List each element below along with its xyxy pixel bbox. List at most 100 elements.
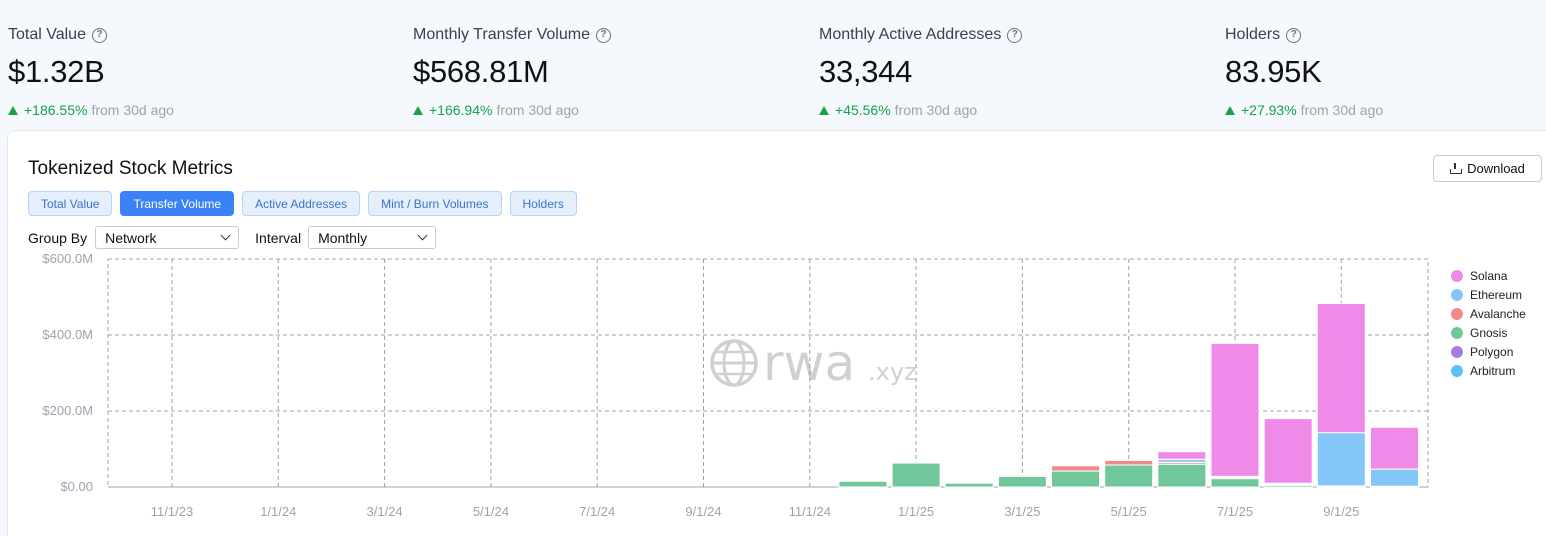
x-tick-label: 1/1/25	[898, 504, 934, 519]
x-tick-label: 5/1/25	[1111, 504, 1147, 519]
x-tick-label: 3/1/24	[367, 504, 403, 519]
bar-segment-gnosis[interactable]	[838, 480, 888, 488]
help-icon[interactable]: ?	[91, 27, 107, 43]
bar-segment-solana[interactable]	[1369, 426, 1419, 470]
stat-change: +186.55% from 30d ago	[8, 102, 388, 118]
stat-value: 33,344	[819, 54, 913, 89]
card-title: Tokenized Stock Metrics	[28, 158, 233, 179]
interval-value: Monthly	[318, 229, 368, 246]
stats-row: Total Value? $1.32B +186.55% from 30d ago…	[0, 0, 1546, 128]
x-tick-label: 11/1/23	[151, 504, 193, 519]
tab-active-addresses[interactable]: Active Addresses	[242, 191, 361, 216]
help-icon[interactable]: ?	[1286, 27, 1302, 43]
tab-mint-burn-volumes[interactable]: Mint / Burn Volumes	[368, 191, 502, 216]
chart-filters: Group By Network Interval Monthly	[28, 226, 437, 249]
watermark-sub: .xyz	[868, 358, 917, 386]
group-by-value: Network	[105, 229, 157, 246]
legend-label: Gnosis	[1470, 325, 1508, 340]
stat-change-percent: +27.93%	[1241, 102, 1297, 118]
legend-label: Arbitrum	[1470, 363, 1516, 378]
bar-segment-solana[interactable]	[1316, 302, 1366, 434]
arrow-up-icon	[1225, 105, 1235, 115]
help-icon[interactable]: ?	[595, 27, 611, 43]
bar-segment-gnosis[interactable]	[1104, 464, 1154, 488]
bar-segment-solana[interactable]	[1210, 342, 1260, 477]
arrow-up-icon	[8, 105, 18, 115]
bar-segment-avalanche[interactable]	[1051, 465, 1101, 472]
download-icon	[1450, 163, 1463, 174]
x-tick-label: 9/1/25	[1323, 504, 1359, 519]
legend-label: Avalanche	[1470, 306, 1526, 321]
legend-item[interactable]: Polygon	[1451, 342, 1526, 361]
stat-change: +166.94% from 30d ago	[413, 102, 793, 118]
bar-segment-gnosis[interactable]	[944, 482, 994, 488]
stat-change-percent: +45.56%	[835, 102, 891, 118]
legend-swatch	[1451, 307, 1463, 320]
stat-change: +27.93% from 30d ago	[1225, 102, 1546, 118]
legend-item[interactable]: Solana	[1451, 266, 1526, 285]
stat-value: $568.81M	[413, 54, 549, 89]
x-tick-label: 5/1/24	[473, 504, 509, 519]
stat-label: Holders	[1225, 26, 1281, 43]
y-tick-label: $200.0M	[42, 403, 93, 418]
tab-transfer-volume[interactable]: Transfer Volume	[120, 191, 235, 216]
y-tick-label: $600.0M	[42, 251, 93, 266]
stat-change-suffix: from 30d ago	[1300, 102, 1384, 118]
legend-swatch	[1451, 345, 1463, 358]
legend-item[interactable]: Avalanche	[1451, 304, 1526, 323]
x-tick-label: 7/1/25	[1217, 504, 1253, 519]
chart-grid	[107, 258, 1429, 488]
download-button[interactable]: Download	[1433, 155, 1542, 182]
x-tick-label: 1/1/24	[260, 504, 296, 519]
bar-segment-gnosis[interactable]	[1157, 463, 1207, 488]
legend-label: Ethereum	[1470, 287, 1523, 302]
watermark-main: rwa	[763, 334, 855, 392]
legend-item[interactable]: Arbitrum	[1451, 361, 1526, 380]
x-tick-label: 7/1/24	[579, 504, 615, 519]
metric-tabs: Total Value Transfer Volume Active Addre…	[28, 191, 577, 216]
stat-change-percent: +186.55%	[24, 102, 88, 118]
watermark: rwa .xyz	[710, 334, 917, 392]
stat-monthly-active-addresses: Monthly Active Addresses? 33,344 +45.56%…	[819, 24, 1199, 118]
x-tick-label: 11/1/24	[789, 504, 831, 519]
x-tick-label: 9/1/24	[685, 504, 721, 519]
bar-segment-solana[interactable]	[1157, 451, 1207, 460]
bar-segment-gnosis[interactable]	[1051, 470, 1101, 488]
y-axis: $0.00 $200.0M $400.0M $600.0M	[42, 251, 93, 494]
legend-swatch	[1451, 364, 1463, 377]
chart-bars	[838, 302, 1419, 488]
group-by-label: Group By	[28, 229, 88, 246]
stat-label: Monthly Active Addresses	[819, 26, 1002, 43]
download-label: Download	[1467, 161, 1525, 176]
bar-segment-ethereum[interactable]	[1369, 468, 1419, 487]
stat-value: 83.95K	[1225, 54, 1322, 89]
legend-item[interactable]: Ethereum	[1451, 285, 1526, 304]
stat-change-suffix: from 30d ago	[91, 102, 174, 118]
stat-change: +45.56% from 30d ago	[819, 102, 1199, 118]
bar-segment-gnosis[interactable]	[997, 475, 1047, 488]
chart-legend: Solana Ethereum Avalanche Gnosis Polygon…	[1451, 266, 1526, 380]
bar-segment-solana[interactable]	[1263, 418, 1313, 484]
legend-swatch	[1451, 326, 1463, 339]
stat-change-percent: +166.94%	[429, 102, 493, 118]
group-by-select[interactable]: Network	[95, 226, 240, 249]
bar-segment-gnosis[interactable]	[891, 462, 941, 488]
bar-segment-avalanche[interactable]	[1104, 459, 1154, 466]
stat-holders: Holders? 83.95K +27.93% from 30d ago	[1225, 24, 1546, 118]
stat-total-value: Total Value? $1.32B +186.55% from 30d ago	[8, 24, 388, 118]
interval-select[interactable]: Monthly	[308, 226, 437, 249]
help-icon[interactable]: ?	[1007, 27, 1023, 43]
y-tick-label: $400.0M	[42, 327, 93, 342]
legend-swatch	[1451, 288, 1463, 301]
x-axis: 11/1/23 1/1/24 3/1/24 5/1/24 7/1/24 9/1/24 11/…	[151, 504, 1360, 519]
tab-total-value[interactable]: Total Value	[28, 191, 113, 216]
legend-item[interactable]: Gnosis	[1451, 323, 1526, 342]
bar-segment-gnosis[interactable]	[1210, 478, 1260, 488]
stat-label: Monthly Transfer Volume	[413, 26, 590, 43]
stat-label: Total Value	[8, 26, 86, 43]
tab-holders[interactable]: Holders	[509, 191, 577, 216]
bar-segment-ethereum[interactable]	[1316, 432, 1366, 487]
bar-segment-avalanche[interactable]	[997, 474, 1047, 477]
legend-swatch	[1451, 269, 1463, 282]
y-tick-label: $0.00	[60, 479, 93, 494]
